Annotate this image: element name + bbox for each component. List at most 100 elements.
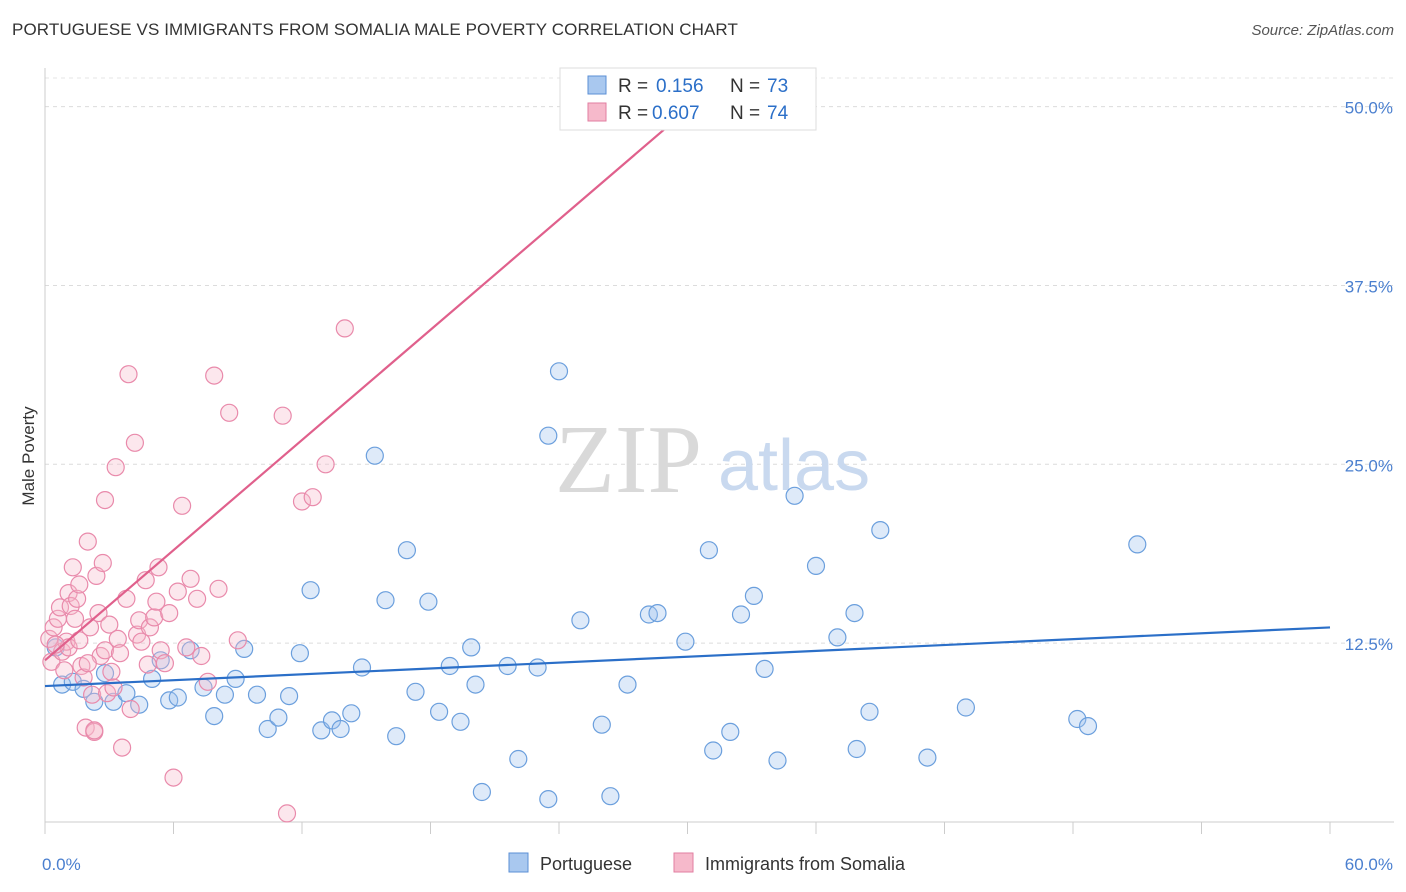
legend-r-label-1: R =: [618, 76, 648, 97]
legend-r-label-2: R =: [618, 103, 648, 124]
portuguese-point: [258, 719, 277, 739]
somalia-point: [117, 589, 136, 608]
somalia-point: [70, 575, 89, 594]
portuguese-point: [406, 682, 425, 701]
legend-label-portuguese: Portuguese: [540, 854, 632, 874]
x-tick-label-min: 0.0%: [42, 855, 81, 874]
somalia-point: [181, 569, 200, 588]
legend-swatch-portuguese-bottom: [508, 852, 529, 873]
somalia-point: [106, 458, 125, 477]
portuguese-point: [419, 592, 438, 611]
somalia-point: [125, 433, 144, 452]
somalia-point: [95, 491, 115, 510]
legend-swatch-portuguese: [587, 75, 607, 95]
y-tick-label: 37.5%: [1345, 277, 1393, 296]
portuguese-point: [342, 704, 361, 723]
portuguese-point: [509, 749, 528, 769]
portuguese-point: [592, 715, 611, 734]
somalia-point: [100, 615, 119, 634]
somalia-point: [130, 611, 149, 630]
trend-lines: [44, 108, 1331, 688]
somalia-point: [168, 582, 187, 601]
chart-title: PORTUGUESE VS IMMIGRANTS FROM SOMALIA MA…: [12, 20, 738, 39]
somalia-point: [95, 641, 115, 660]
portuguese-point: [1128, 535, 1147, 554]
portuguese-point: [648, 603, 667, 623]
portuguese-point: [290, 644, 309, 663]
somalia-point: [277, 804, 297, 823]
portuguese-point: [95, 664, 115, 683]
tick-labels: 12.5% 25.0% 37.5% 50.0% 0.0% 60.0%: [42, 99, 1393, 874]
portuguese-point: [280, 686, 299, 706]
somalia-point: [140, 618, 159, 637]
portuguese-point: [528, 658, 547, 677]
portuguese-point: [466, 675, 485, 694]
x-tick-label-max: 60.0%: [1345, 855, 1393, 874]
somalia-point: [192, 646, 211, 666]
somalia-point: [205, 366, 224, 385]
portuguese-point: [1078, 716, 1098, 736]
portuguese-point: [1068, 709, 1087, 729]
portuguese-point: [462, 638, 481, 657]
portuguese-point: [440, 656, 459, 676]
legend-n-value-1: 73: [767, 76, 788, 97]
portuguese-point: [331, 719, 350, 739]
somalia-point: [82, 685, 102, 704]
portuguese-point: [301, 581, 320, 600]
watermark: ZIP atlas: [555, 406, 870, 514]
somalia-point: [220, 403, 239, 422]
somalia-point: [228, 631, 247, 650]
somalia-point: [108, 629, 127, 649]
portuguese-point: [539, 426, 558, 445]
portuguese-point: [472, 782, 491, 802]
y-axis-label: Male Poverty: [19, 406, 38, 506]
somalia-point: [145, 608, 164, 627]
somalia-point: [147, 592, 166, 611]
portuguese-point: [676, 632, 695, 651]
somalia-point: [164, 768, 183, 787]
somalia-point: [138, 655, 157, 674]
somalia-point: [70, 631, 89, 650]
legend-n-value-2: 74: [767, 103, 789, 124]
legend-r-value-1: 0.156: [656, 76, 704, 97]
somalia-point: [80, 618, 100, 637]
y-tick-label: 25.0%: [1345, 456, 1393, 475]
source-credit: Source: ZipAtlas.com: [1251, 22, 1394, 39]
somalia-point: [209, 579, 228, 598]
somalia-point: [160, 603, 179, 623]
somalia-point: [132, 632, 151, 651]
portuguese-point: [699, 541, 719, 560]
portuguese-point: [247, 685, 267, 704]
portuguese-point: [731, 605, 751, 624]
portuguese-point: [130, 695, 149, 714]
somalia-point: [78, 532, 97, 551]
correlation-legend: R = 0.156 N = 73 R = 0.607 N = 74: [559, 67, 817, 131]
portuguese-point: [397, 541, 416, 560]
data-points: [40, 319, 1147, 823]
somalia-point: [63, 558, 82, 577]
legend-r-value-2: 0.607: [652, 103, 700, 124]
portuguese-point: [205, 706, 224, 726]
portuguese-point: [451, 712, 470, 731]
somalia-point: [173, 496, 192, 515]
watermark-zip: ZIP: [555, 406, 702, 514]
portuguese-point: [618, 675, 637, 694]
somalia-point: [149, 558, 168, 577]
portuguese-point: [847, 739, 866, 759]
portuguese-point: [269, 708, 288, 727]
somalia-point: [316, 455, 335, 474]
portuguese-point: [571, 611, 590, 630]
portuguese-point: [168, 688, 187, 707]
portuguese-point: [215, 685, 234, 704]
somalia-point: [55, 661, 74, 680]
somalia-point: [65, 609, 85, 628]
portuguese-point: [539, 789, 558, 809]
portuguese-point: [845, 603, 864, 623]
somalia-point: [102, 662, 121, 681]
legend-swatch-somalia-bottom: [673, 852, 694, 873]
portuguese-point: [376, 591, 395, 610]
portuguese-point: [918, 748, 937, 767]
somalia-point: [104, 678, 123, 697]
portuguese-point: [860, 702, 879, 721]
